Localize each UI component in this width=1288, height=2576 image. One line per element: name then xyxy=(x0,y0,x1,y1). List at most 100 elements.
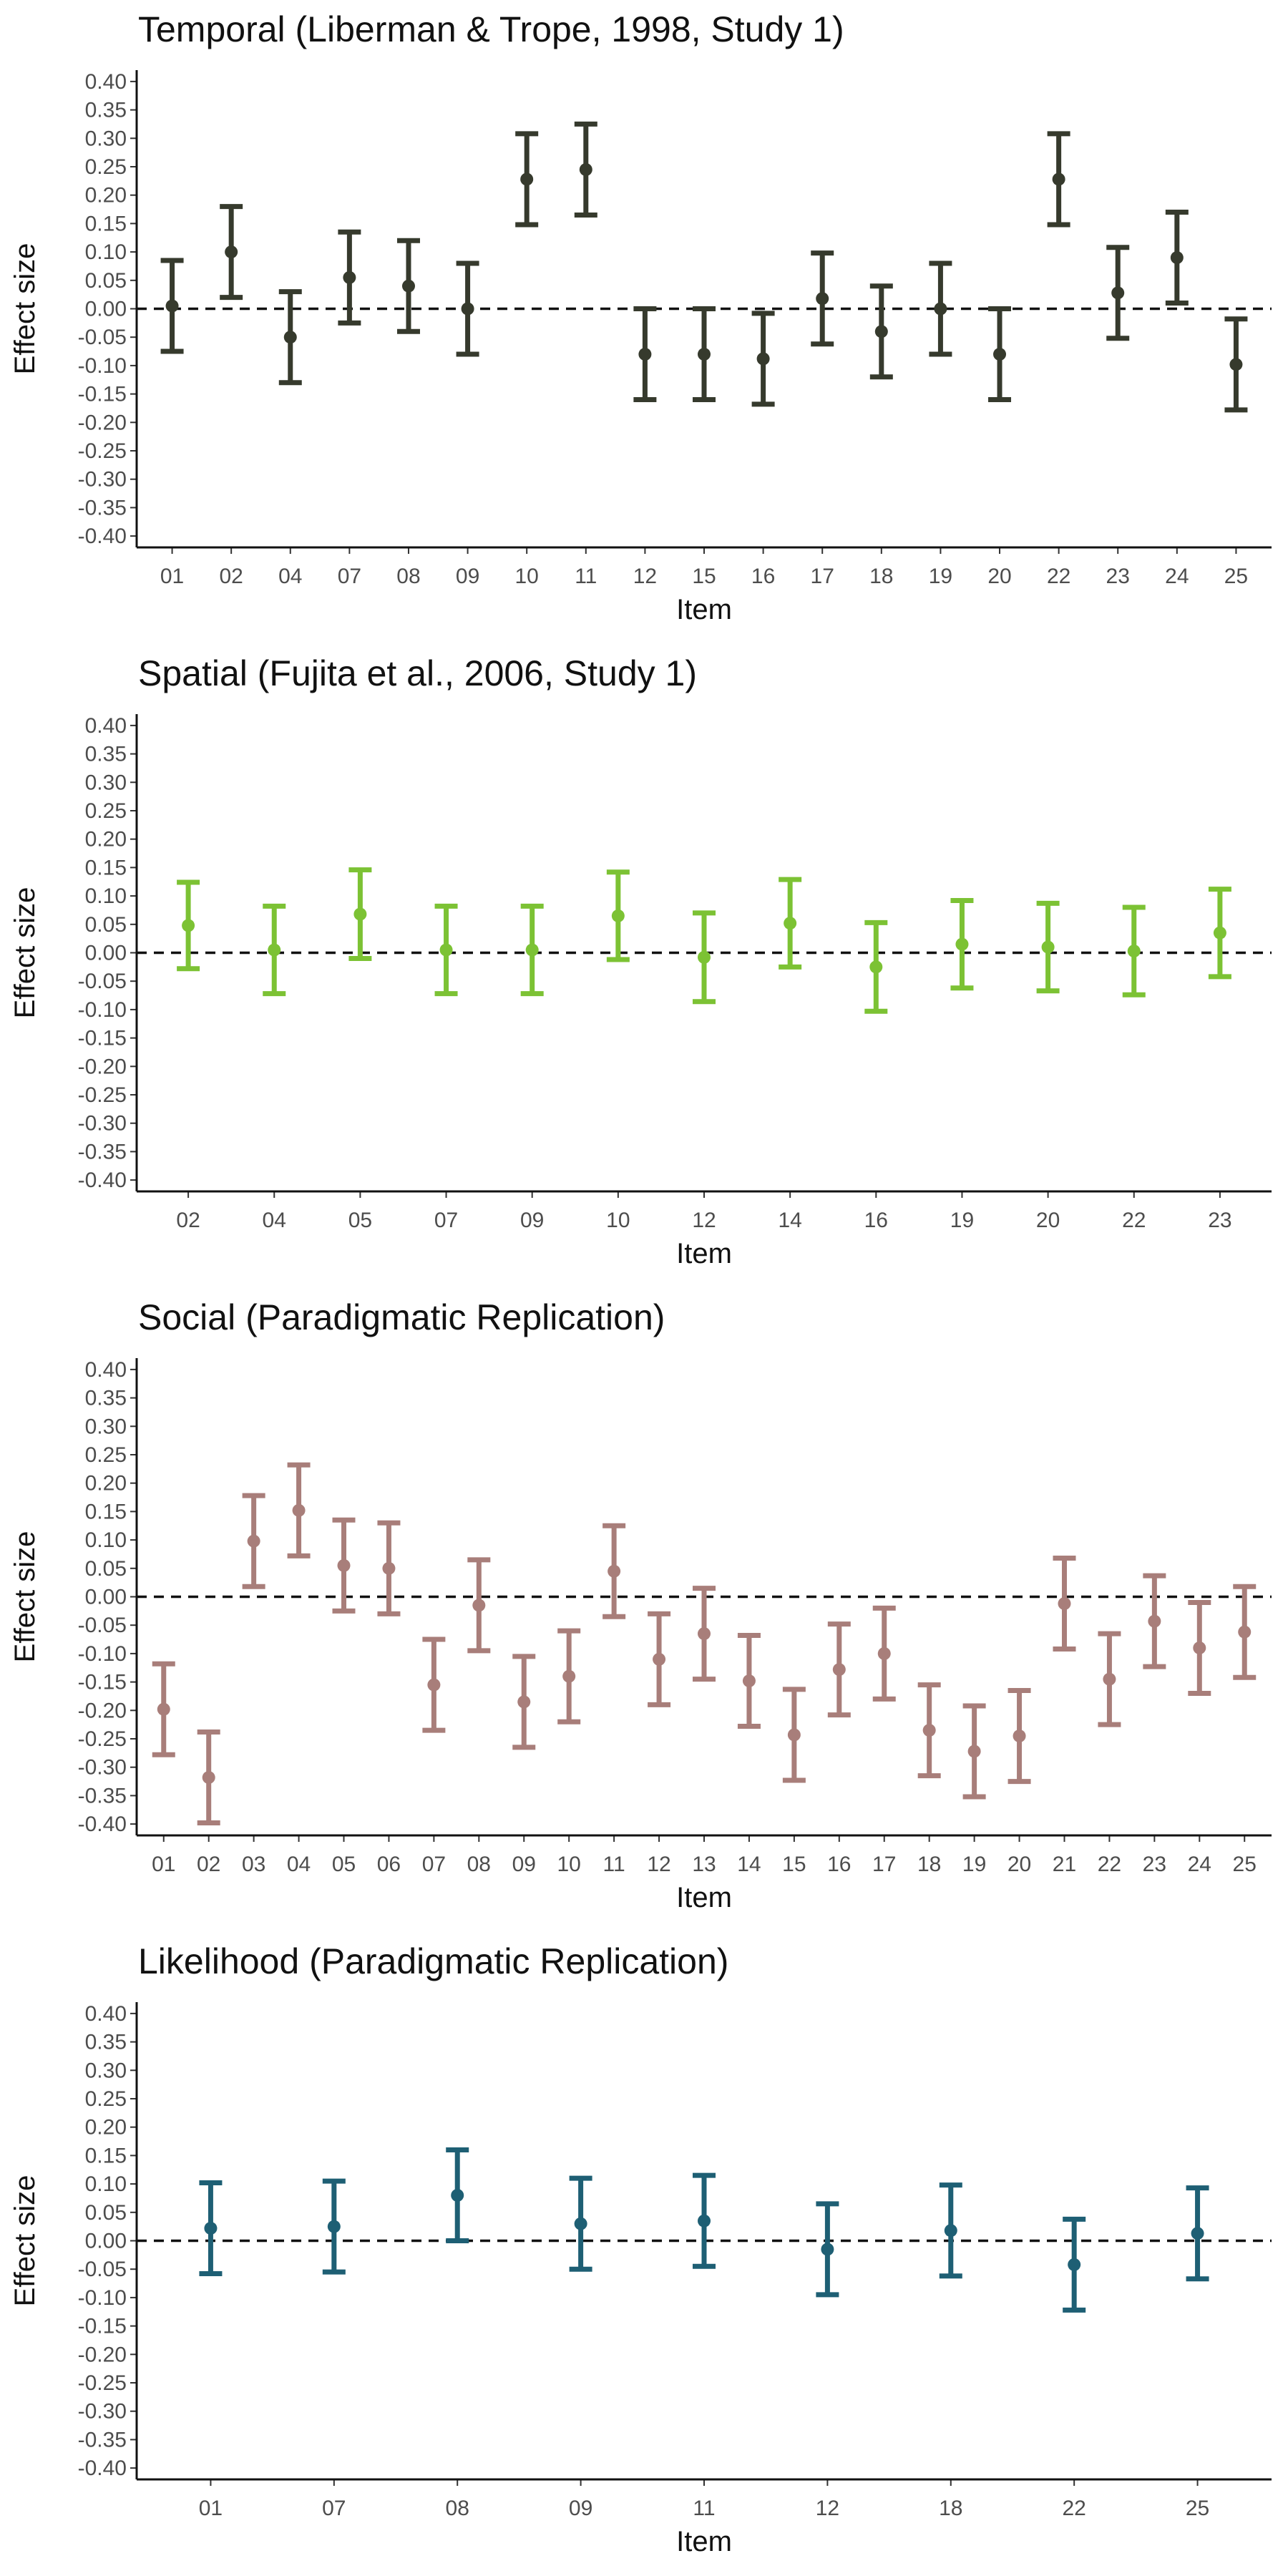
data-point xyxy=(225,245,238,259)
y-axis-label: Effect size xyxy=(9,1531,41,1663)
y-tick-label: 0.15 xyxy=(85,212,127,235)
x-tick-label: 09 xyxy=(520,1209,544,1232)
y-tick-label: 0.40 xyxy=(85,1358,127,1382)
error-bar-item-03 xyxy=(242,1493,265,1589)
error-bar-item-22 xyxy=(1047,131,1070,228)
x-tick-label: 11 xyxy=(603,1853,625,1876)
data-point xyxy=(698,2214,711,2228)
error-bar-item-04 xyxy=(278,289,302,386)
error-bar-item-04 xyxy=(263,903,286,997)
data-point xyxy=(268,943,281,957)
y-tick-label: -0.20 xyxy=(78,1055,127,1078)
y-tick-label: -0.05 xyxy=(78,970,127,993)
x-tick-label: 03 xyxy=(242,1853,265,1876)
data-point xyxy=(525,943,539,957)
data-point xyxy=(944,2224,957,2238)
data-point xyxy=(202,1771,215,1785)
error-bar-item-10 xyxy=(606,869,630,962)
x-tick-label: 10 xyxy=(557,1853,581,1876)
x-tick-label: 10 xyxy=(606,1209,630,1232)
y-tick-label: 0.10 xyxy=(85,2172,127,2196)
data-point xyxy=(517,1695,531,1709)
x-tick-label: 12 xyxy=(816,2497,839,2520)
x-tick-label: 23 xyxy=(1208,1209,1231,1232)
y-tick-label: -0.35 xyxy=(78,496,127,519)
data-point xyxy=(343,270,356,284)
error-bar-item-17 xyxy=(811,250,834,347)
error-bar-item-18 xyxy=(917,1682,941,1779)
data-point xyxy=(337,1558,351,1572)
x-tick-label: 15 xyxy=(782,1853,806,1876)
y-tick-label: -0.25 xyxy=(78,1083,127,1107)
error-bar-item-19 xyxy=(950,897,974,991)
x-tick-label: 25 xyxy=(1224,565,1248,588)
x-tick-label: 23 xyxy=(1143,1853,1166,1876)
error-bar-item-21 xyxy=(1053,1556,1076,1652)
x-tick-label: 18 xyxy=(917,1853,941,1876)
data-point xyxy=(698,950,711,964)
y-tick-label: 0.05 xyxy=(85,913,127,937)
x-tick-label: 18 xyxy=(869,565,893,588)
y-tick-label: 0.05 xyxy=(85,2201,127,2225)
x-tick-label: 09 xyxy=(569,2497,592,2520)
error-bar-item-01 xyxy=(160,258,184,354)
y-tick-label: -0.20 xyxy=(78,411,127,434)
x-tick-label: 04 xyxy=(263,1209,286,1232)
data-point xyxy=(401,279,415,293)
error-bar-item-09 xyxy=(569,2175,592,2272)
error-bar-item-13 xyxy=(693,1586,716,1682)
y-tick-label: 0.35 xyxy=(85,2031,127,2054)
data-point xyxy=(967,1745,981,1758)
x-tick-label: 08 xyxy=(396,565,420,588)
data-point xyxy=(922,1724,936,1737)
x-axis-label: Item xyxy=(676,2526,732,2557)
x-tick-label: 07 xyxy=(322,2497,346,2520)
x-tick-label: 09 xyxy=(456,565,479,588)
data-point xyxy=(698,1627,711,1641)
x-tick-label: 04 xyxy=(278,565,302,588)
data-point xyxy=(934,302,947,316)
error-bar-item-23 xyxy=(1208,887,1231,980)
data-point xyxy=(1013,1729,1026,1743)
y-tick-label: -0.05 xyxy=(78,326,127,349)
x-tick-label: 25 xyxy=(1186,2497,1209,2520)
data-point xyxy=(1170,251,1184,265)
y-tick-label: -0.35 xyxy=(78,1784,127,1807)
x-tick-label: 10 xyxy=(515,565,539,588)
error-bar-item-02 xyxy=(177,879,200,972)
x-axis-label: Item xyxy=(676,1882,732,1913)
chart-title: Temporal (Liberman & Trope, 1998, Study … xyxy=(138,9,844,49)
y-tick-label: 0.00 xyxy=(85,2230,127,2253)
y-tick-label: -0.25 xyxy=(78,1727,127,1751)
error-bar-item-25 xyxy=(1233,1584,1257,1680)
y-tick-label: -0.10 xyxy=(78,354,127,378)
x-tick-label: 02 xyxy=(219,565,243,588)
x-tick-label: 16 xyxy=(864,1209,888,1232)
error-bar-item-08 xyxy=(396,238,420,334)
error-bar-item-15 xyxy=(782,1687,806,1783)
data-point xyxy=(247,1534,260,1548)
y-tick-label: -0.40 xyxy=(78,1169,127,1192)
chart-panel-3: Social (Paradigmatic Replication) Effect … xyxy=(9,1297,1272,1913)
x-tick-label: 18 xyxy=(939,2497,962,2520)
data-point xyxy=(439,943,453,957)
error-bar-item-12 xyxy=(693,910,716,1005)
x-tick-label: 22 xyxy=(1047,565,1070,588)
error-bar-item-06 xyxy=(377,1520,401,1616)
data-point xyxy=(698,348,711,361)
x-tick-label: 07 xyxy=(422,1853,446,1876)
y-tick-label: -0.15 xyxy=(78,383,127,406)
data-point xyxy=(382,1561,396,1575)
data-point xyxy=(1127,945,1141,958)
x-tick-label: 14 xyxy=(778,1209,801,1232)
data-point xyxy=(165,299,179,313)
x-tick-label: 20 xyxy=(987,565,1011,588)
y-tick-label: 0.25 xyxy=(85,155,127,179)
x-tick-label: 11 xyxy=(693,2497,715,2520)
x-tick-label: 08 xyxy=(467,1853,491,1876)
data-point xyxy=(1213,926,1226,940)
y-tick-label: 0.15 xyxy=(85,856,127,879)
y-axis-label: Effect size xyxy=(9,2175,41,2307)
data-point xyxy=(1229,358,1243,371)
x-tick-label: 02 xyxy=(197,1853,220,1876)
